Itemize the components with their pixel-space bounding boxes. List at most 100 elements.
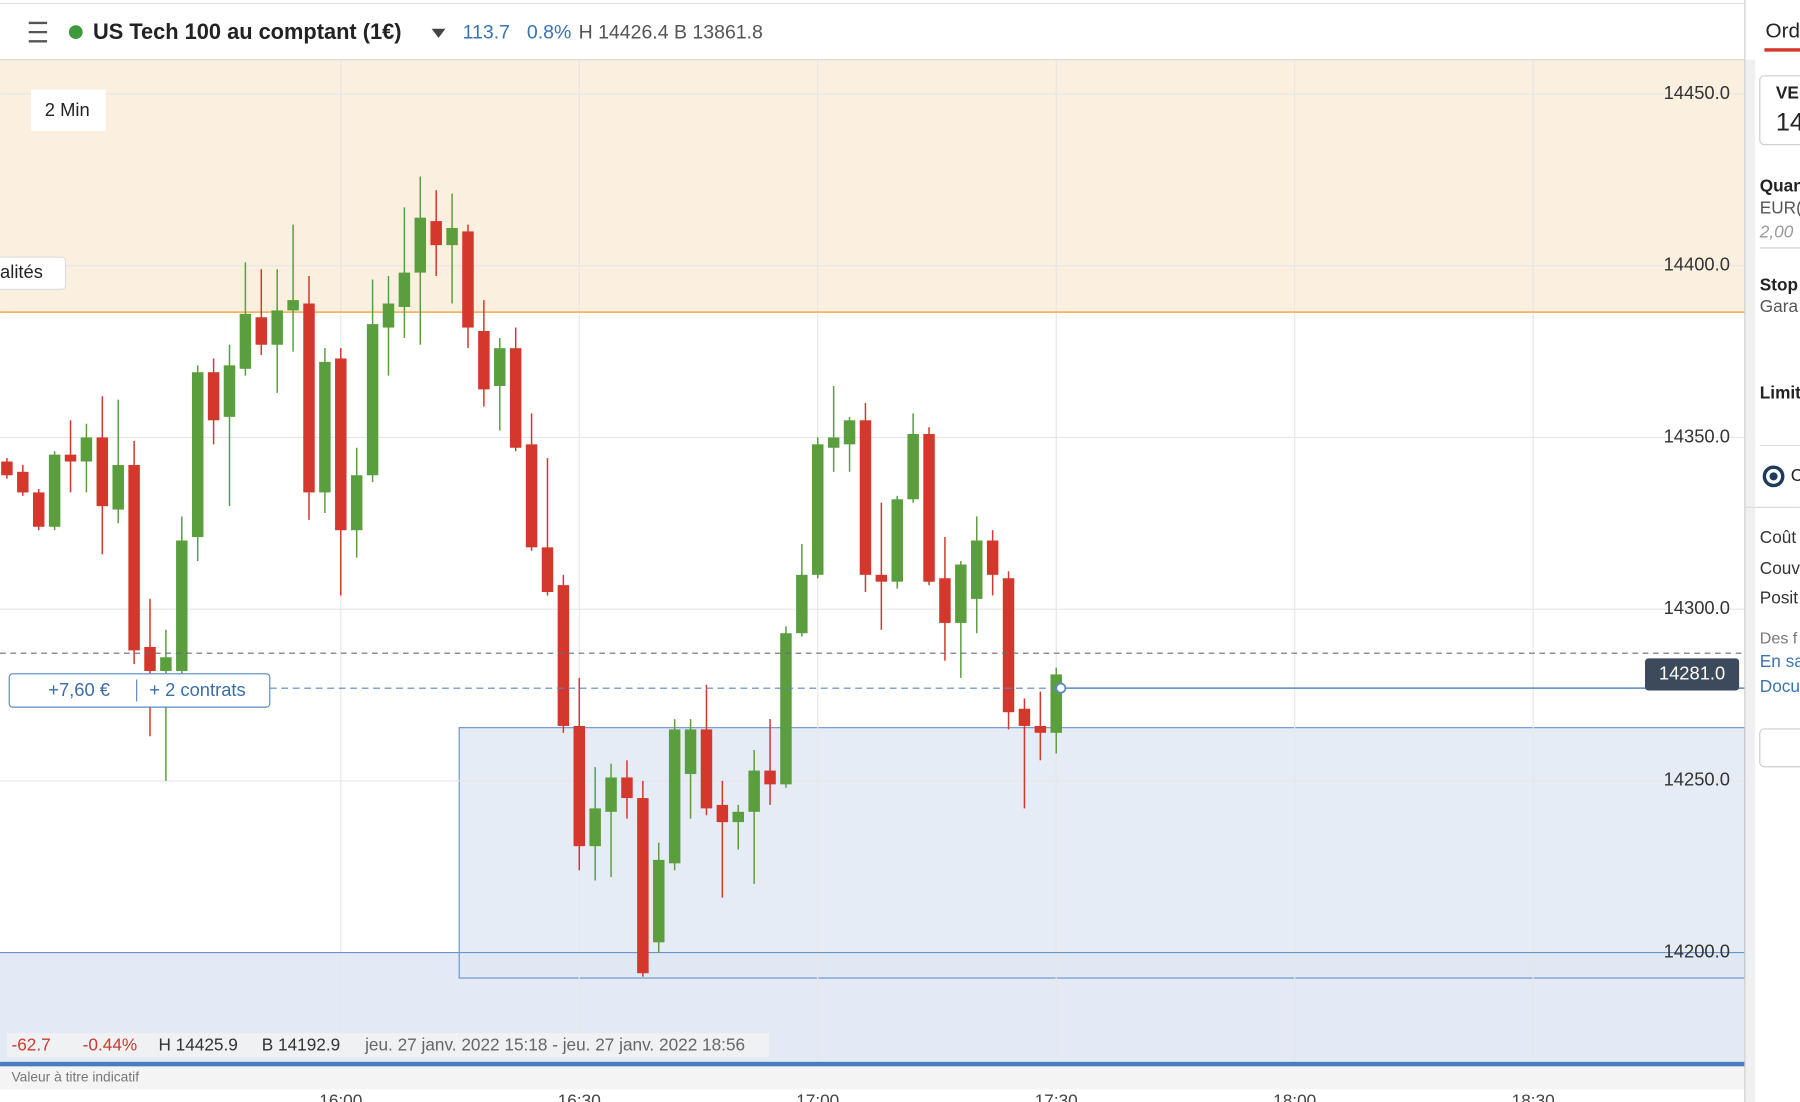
pnl[interactable]: +7,60 € xyxy=(48,679,110,700)
instrument-name[interactable]: US Tech 100 au comptant (1€) xyxy=(93,19,401,44)
candle-body xyxy=(907,434,919,500)
x-tick-label: 17:00 xyxy=(796,1091,839,1102)
candle-body xyxy=(764,770,776,785)
candle-body xyxy=(780,633,792,785)
candle-body xyxy=(939,578,951,623)
candle-body xyxy=(48,454,61,527)
candle-body xyxy=(239,313,252,369)
x-tick-label: 18:30 xyxy=(1512,1091,1555,1102)
candle-body xyxy=(478,331,490,390)
range-box xyxy=(458,727,1746,979)
x-tick-label: 17:30 xyxy=(1035,1091,1078,1102)
sell-button[interactable] xyxy=(1759,75,1800,146)
candle-body xyxy=(414,217,427,273)
price-dot xyxy=(1055,682,1067,694)
change-pct: 0.8% xyxy=(527,21,571,43)
candle-body xyxy=(843,420,856,445)
candle-body xyxy=(144,646,156,671)
candle-body xyxy=(605,777,617,812)
cover: Couv xyxy=(1760,558,1800,578)
candle-body xyxy=(287,300,299,311)
footer-change-pct: -0.44% xyxy=(83,1034,138,1054)
info-bar xyxy=(6,1033,770,1058)
last-price-label: 14281.0 xyxy=(1659,662,1725,683)
candle-body xyxy=(255,317,268,345)
y-tick-label: 14200.0 xyxy=(1664,940,1730,961)
candle-body xyxy=(128,464,140,651)
last-price-tag xyxy=(1644,658,1740,691)
info-2[interactable]: En sa xyxy=(1760,651,1800,671)
candle-body xyxy=(430,221,442,246)
candle-body xyxy=(796,574,808,634)
candle-body xyxy=(700,729,713,809)
stop-zone xyxy=(0,59,1745,313)
divider xyxy=(0,1061,1745,1067)
y-tick-label: 14350.0 xyxy=(1664,425,1730,446)
amount-input[interactable]: 2,00 xyxy=(1759,222,1794,242)
candle-body xyxy=(191,372,204,538)
candle-body xyxy=(80,437,93,462)
direction[interactable]: VE xyxy=(1776,83,1799,103)
candle-body xyxy=(970,540,983,599)
y-tick-label: 14250.0 xyxy=(1664,769,1730,790)
sell-price[interactable]: 14 xyxy=(1776,109,1800,137)
x-tick-label: 16:00 xyxy=(319,1091,362,1102)
candle-body xyxy=(382,303,395,328)
candle-body xyxy=(589,808,601,847)
position-box[interactable] xyxy=(8,673,271,708)
currency: EUR( xyxy=(1760,197,1800,217)
candle-body xyxy=(271,310,283,345)
timeframe[interactable]: 2 Min xyxy=(45,99,90,120)
news-tab[interactable] xyxy=(0,256,67,290)
candle-body xyxy=(446,227,458,246)
panel-tab[interactable]: Ord xyxy=(1766,20,1800,43)
news-label[interactable]: alités xyxy=(0,261,43,282)
info-1: Des f xyxy=(1760,630,1798,648)
header-bar xyxy=(0,0,1745,60)
radio-dot xyxy=(1769,472,1778,481)
candle-body xyxy=(96,437,109,507)
candle-body xyxy=(668,729,681,864)
candle-body xyxy=(875,574,888,582)
candle-body xyxy=(176,540,188,671)
candle-body xyxy=(335,358,347,531)
candle-body xyxy=(1034,725,1047,733)
candle-body xyxy=(32,492,45,527)
candle-body xyxy=(716,804,729,823)
timeframe-box[interactable] xyxy=(31,89,106,131)
candle-body xyxy=(462,231,474,328)
cost: Coût xyxy=(1760,527,1797,547)
panel-gutter xyxy=(1744,59,1756,1102)
candle-body xyxy=(1002,578,1015,713)
candle-body xyxy=(637,798,649,974)
stop-label: Stop xyxy=(1760,274,1798,294)
candle-body xyxy=(955,564,967,623)
footer-note: Valeur à titre indicatif xyxy=(12,1070,140,1085)
menu-button[interactable] xyxy=(28,21,48,43)
candle-body xyxy=(812,444,824,575)
candle-body xyxy=(557,585,570,726)
candle-body xyxy=(986,540,999,575)
candle-body xyxy=(160,657,172,671)
doc-link[interactable]: Docu xyxy=(1760,676,1800,696)
candle-body xyxy=(494,348,506,386)
y-tick-label: 14450.0 xyxy=(1664,82,1730,103)
candle-body xyxy=(525,444,538,548)
dropdown-caret[interactable] xyxy=(431,28,446,38)
footer-high: H 14425.9 xyxy=(158,1034,237,1054)
y-tick-label: 14300.0 xyxy=(1664,597,1730,618)
candle-body xyxy=(541,547,554,593)
quantity-label: Quan xyxy=(1760,176,1800,196)
candle-body xyxy=(398,272,411,307)
candle-body xyxy=(827,437,840,448)
limit-label: Limit xyxy=(1760,382,1800,402)
candle-body xyxy=(112,464,124,510)
candle-body xyxy=(732,811,744,823)
position: Posit xyxy=(1760,588,1798,608)
submit-button[interactable] xyxy=(1759,728,1800,768)
candle-body xyxy=(303,303,315,493)
contracts[interactable]: + 2 contrats xyxy=(149,679,245,700)
change: 113.7 xyxy=(463,21,510,43)
candle-body xyxy=(923,434,935,582)
option[interactable]: C xyxy=(1791,465,1800,485)
